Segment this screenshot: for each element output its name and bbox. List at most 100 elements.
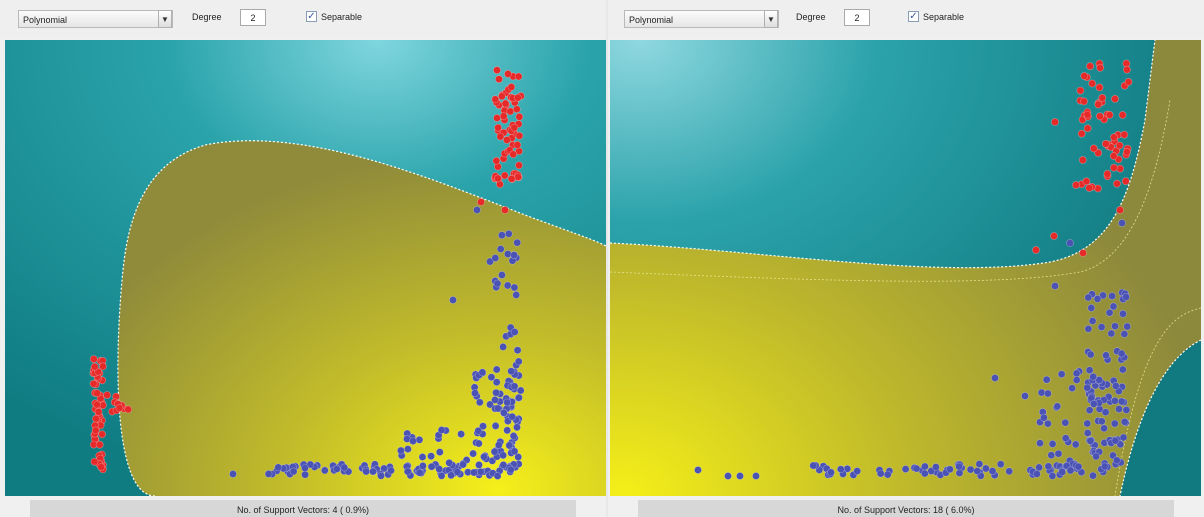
data-point xyxy=(1112,456,1121,465)
data-point xyxy=(496,132,505,141)
data-point xyxy=(694,466,702,474)
data-point xyxy=(1089,372,1098,381)
checkmark-icon: ✓ xyxy=(307,11,316,22)
data-point xyxy=(435,448,444,456)
data-point xyxy=(1110,396,1119,405)
data-point xyxy=(502,136,511,144)
data-point xyxy=(1095,375,1104,384)
data-point xyxy=(912,464,921,473)
data-point xyxy=(1047,451,1056,460)
data-point xyxy=(1072,369,1081,378)
data-point xyxy=(493,114,501,122)
data-point xyxy=(1095,112,1104,121)
data-point xyxy=(409,437,417,445)
chevron-down-icon[interactable]: ▼ xyxy=(764,10,778,28)
data-point xyxy=(476,467,485,476)
data-point xyxy=(1097,323,1106,331)
degree-input[interactable]: 2 xyxy=(844,9,870,26)
data-point xyxy=(90,457,99,466)
degree-input[interactable]: 2 xyxy=(240,9,266,26)
data-point xyxy=(1042,375,1051,384)
data-point xyxy=(1072,181,1080,189)
data-point xyxy=(752,472,760,480)
data-point xyxy=(492,156,501,165)
data-point xyxy=(478,368,487,377)
separable-label: Separable xyxy=(923,12,965,22)
chevron-down-icon[interactable]: ▼ xyxy=(158,10,172,28)
data-point xyxy=(1083,124,1092,133)
data-point xyxy=(514,173,522,181)
data-point xyxy=(380,464,388,473)
data-point xyxy=(1113,179,1121,188)
data-point xyxy=(486,257,494,266)
data-point xyxy=(96,394,105,403)
data-point xyxy=(1117,349,1126,358)
data-point xyxy=(1105,111,1114,119)
data-point xyxy=(124,405,133,414)
data-point xyxy=(1066,466,1075,475)
data-point xyxy=(1111,322,1119,331)
decision-boundary-plot[interactable] xyxy=(610,40,1201,496)
data-point xyxy=(497,231,506,240)
data-point xyxy=(377,471,385,480)
degree-label: Degree xyxy=(192,12,222,22)
region-class-b xyxy=(610,40,1201,496)
data-point xyxy=(988,467,997,475)
data-point xyxy=(499,460,508,469)
support-vector-status: No. of Support Vectors: 4 ( 0.9%) xyxy=(30,500,576,517)
data-point xyxy=(1032,469,1041,478)
decision-boundary-plot[interactable] xyxy=(5,40,606,496)
separable-checkbox[interactable]: ✓ xyxy=(306,11,317,22)
data-point xyxy=(809,461,818,470)
data-point xyxy=(1085,406,1094,415)
data-point xyxy=(1083,419,1092,428)
toolbar: Polynomial ▼ Degree 2 ✓ Separable xyxy=(0,0,606,38)
data-point xyxy=(510,447,519,456)
data-point xyxy=(1095,83,1104,92)
data-point xyxy=(1105,308,1114,317)
data-point xyxy=(1097,417,1106,426)
data-point xyxy=(981,464,990,473)
data-point xyxy=(90,362,99,371)
data-point xyxy=(512,290,521,299)
data-point xyxy=(503,281,512,290)
data-point xyxy=(1053,402,1062,411)
data-point xyxy=(494,441,503,449)
data-point xyxy=(403,467,412,476)
data-point xyxy=(471,389,479,398)
data-point xyxy=(369,467,377,476)
data-point xyxy=(1109,451,1117,460)
data-point xyxy=(996,460,1005,469)
kernel-select[interactable]: Polynomial ▼ xyxy=(624,10,779,28)
data-point xyxy=(509,150,518,159)
region-class-b xyxy=(117,140,606,496)
data-point xyxy=(883,470,892,479)
data-point xyxy=(1123,148,1131,156)
data-point xyxy=(473,206,481,214)
data-point xyxy=(92,414,100,423)
separable-checkbox[interactable]: ✓ xyxy=(908,11,919,22)
data-point xyxy=(474,439,483,448)
data-point xyxy=(1032,246,1040,254)
data-point xyxy=(1099,291,1107,300)
data-point xyxy=(513,238,522,247)
kernel-select[interactable]: Polynomial ▼ xyxy=(18,10,173,28)
data-point xyxy=(1051,282,1059,290)
data-point xyxy=(1121,177,1130,186)
data-point xyxy=(1119,433,1128,442)
data-point xyxy=(1123,65,1131,74)
data-point xyxy=(514,357,523,366)
data-point xyxy=(98,430,106,439)
toolbar: Polynomial ▼ Degree 2 ✓ Separable xyxy=(608,0,1204,38)
data-point xyxy=(274,463,283,472)
data-point xyxy=(501,206,509,214)
data-point xyxy=(496,245,505,253)
data-point xyxy=(1108,292,1116,300)
data-point xyxy=(93,389,101,398)
data-point xyxy=(1061,418,1070,427)
data-point xyxy=(945,465,954,474)
data-point xyxy=(1089,399,1098,408)
data-point xyxy=(493,174,502,183)
data-point xyxy=(449,296,457,304)
decision-margin xyxy=(610,40,1156,269)
